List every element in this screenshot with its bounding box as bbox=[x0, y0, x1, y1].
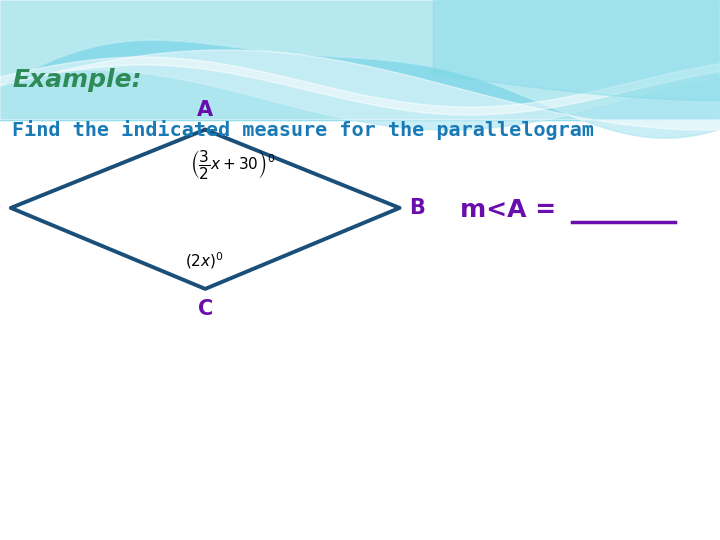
Text: D: D bbox=[0, 198, 1, 218]
Text: B: B bbox=[410, 198, 426, 218]
Text: Example:: Example: bbox=[12, 68, 142, 92]
Text: m<A =: m<A = bbox=[460, 198, 565, 222]
Text: $\left(\dfrac{3}{2}x +30\right)^0$: $\left(\dfrac{3}{2}x +30\right)^0$ bbox=[190, 147, 275, 180]
Text: $(2x)^0$: $(2x)^0$ bbox=[185, 250, 224, 271]
Text: Find the indicated measure for the parallelogram: Find the indicated measure for the paral… bbox=[12, 120, 594, 140]
Text: A: A bbox=[197, 99, 213, 119]
Bar bbox=[0, 105, 720, 540]
Text: C: C bbox=[197, 299, 213, 319]
